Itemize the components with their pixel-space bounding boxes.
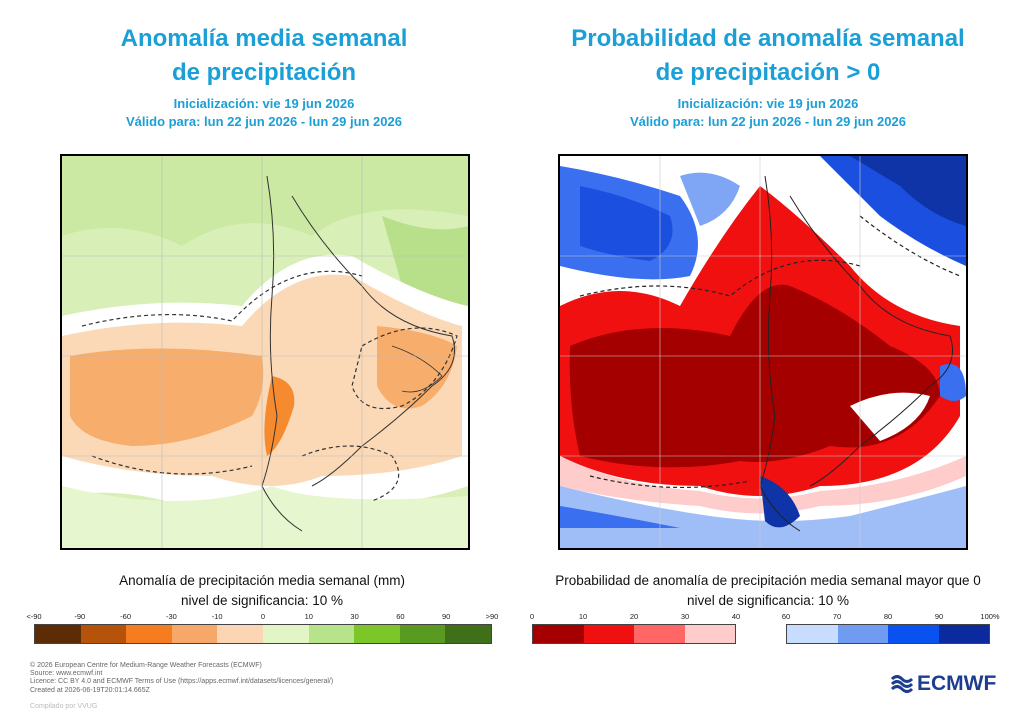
anomaly-valid-range: Válido para: lun 22 jun 2026 - lun 29 ju…: [126, 114, 402, 129]
probability-caption: Probabilidad de anomalía de precipitació…: [555, 573, 981, 588]
legend-color-swatch: [583, 625, 634, 643]
anomaly-caption: Anomalía de precipitación media semanal …: [119, 573, 405, 588]
ecmwf-logo-icon: [890, 675, 914, 693]
legend-color-swatch: [171, 625, 218, 643]
legend-tick: >90: [485, 612, 499, 621]
anomaly-title-line1: Anomalía media semanal: [120, 25, 408, 52]
footer-created: Created at 2026-06-19T20:01:14.665Z: [30, 686, 150, 694]
legend-color-swatch: [217, 625, 263, 643]
legend-tick: 0: [529, 612, 535, 621]
anomaly-map-graphic: [62, 156, 468, 548]
legend-color-swatch: [399, 625, 446, 643]
anomaly-legend-ticks: <-90 -90 -60 -30 -10 0 10 30 60 90 >90: [26, 612, 498, 624]
legend-color-swatch: [35, 625, 81, 643]
legend-tick: 10: [304, 612, 313, 621]
probability-title-line2: de precipitación > 0: [655, 59, 881, 86]
legend-tick: 90: [934, 612, 944, 621]
probability-init-date: Inicialización: vie 19 jun 2026: [677, 96, 859, 111]
legend-tick: -60: [120, 612, 132, 621]
probability-panel: Probabilidad de anomalía semanal de prec…: [512, 0, 1024, 720]
legend-tick: 70: [832, 612, 842, 621]
probability-valid-range: Válido para: lun 22 jun 2026 - lun 29 ju…: [630, 114, 906, 129]
footer-credits: © 2026 European Centre for Medium-Range …: [30, 662, 333, 695]
legend-color-swatch: [354, 625, 400, 643]
legend-tick: 60: [396, 612, 405, 621]
legend-color-swatch: [308, 625, 355, 643]
probability-map: [558, 154, 968, 550]
legend-tick: 100%: [980, 612, 1000, 621]
anomaly-significance: nivel de significancia: 10 %: [180, 593, 344, 608]
legend-color-swatch: [126, 625, 172, 643]
legend-tick: <-90: [26, 612, 42, 621]
footer-copyright: © 2026 European Centre for Medium-Range …: [30, 662, 262, 669]
legend-tick: 60: [781, 612, 791, 621]
legend-color-swatch: [888, 625, 939, 643]
legend-tick: 0: [260, 612, 266, 621]
ecmwf-logo-text: ECMWF: [917, 672, 997, 695]
anomaly-map: [60, 154, 470, 550]
anomaly-color-bar: [34, 624, 492, 644]
compiled-by: Compilado por VVUG: [30, 703, 98, 710]
legend-tick: 40: [731, 612, 741, 621]
legend-tick: 20: [629, 612, 639, 621]
legend-tick: 30: [350, 612, 359, 621]
legend-color-swatch: [684, 625, 735, 643]
probability-significance: nivel de significancia: 10 %: [686, 593, 850, 608]
probability-map-graphic: [560, 156, 966, 548]
legend-color-swatch: [80, 625, 127, 643]
legend-color-swatch: [533, 625, 584, 643]
footer-licence: Licence: CC BY 4.0 and ECMWF Terms of Us…: [30, 678, 334, 686]
legend-color-swatch: [787, 625, 838, 643]
legend-color-swatch: [634, 625, 685, 643]
legend-tick: 30: [680, 612, 690, 621]
anomaly-init-date: Inicialización: vie 19 jun 2026: [173, 96, 355, 111]
anomaly-title: Anomalía media semanal de precipitación: [8, 22, 520, 90]
probability-title-line1: Probabilidad de anomalía semanal: [571, 25, 965, 52]
probability-title: Probabilidad de anomalía semanal de prec…: [512, 22, 1024, 90]
probability-high-color-bar: [786, 624, 990, 644]
footer-source: Source: www.ecmwf.int: [30, 670, 103, 678]
probability-low-color-bar: [532, 624, 736, 644]
legend-color-swatch: [262, 625, 309, 643]
probability-legend-high: 60 70 80 90 100%: [782, 612, 1000, 644]
ecmwf-logo: ECMWF: [890, 672, 996, 696]
anomaly-title-line2: de precipitación: [171, 59, 357, 86]
legend-tick: -90: [74, 612, 86, 621]
legend-tick: -10: [211, 612, 223, 621]
probability-legend-low-ticks: 0 10 20 30 40: [529, 612, 740, 624]
legend-tick: -30: [165, 612, 177, 621]
probability-legend-low: 0 10 20 30 40: [529, 612, 740, 644]
legend-color-swatch: [445, 625, 491, 643]
legend-tick: 90: [442, 612, 451, 621]
legend-color-swatch: [938, 625, 989, 643]
anomaly-panel: Anomalía media semanal de precipitación …: [26, 25, 498, 644]
legend-color-swatch: [837, 625, 888, 643]
legend-tick: 10: [578, 612, 588, 621]
anomaly-legend: <-90 -90 -60 -30 -10 0 10 30 60 90 >90: [26, 612, 498, 644]
legend-tick: 80: [883, 612, 893, 621]
probability-legend-high-ticks: 60 70 80 90 100%: [782, 612, 1000, 624]
